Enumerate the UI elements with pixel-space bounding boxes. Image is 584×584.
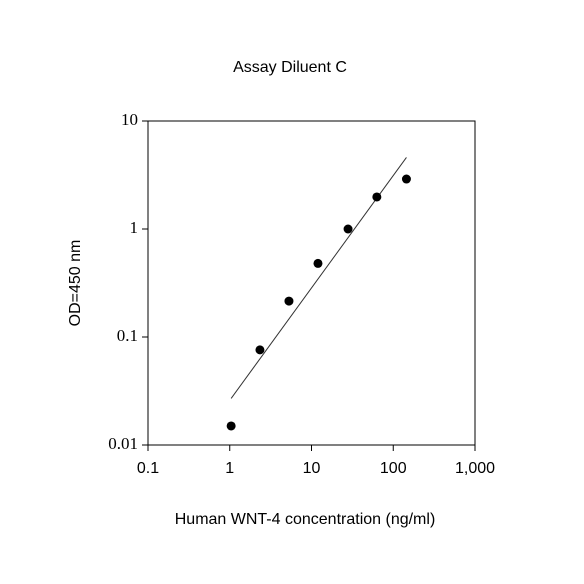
data-point — [226, 421, 236, 431]
y-tick-label: 1 — [130, 218, 139, 237]
x-tick-label: 0.1 — [137, 460, 159, 477]
y-tick-label: 0.01 — [108, 434, 138, 453]
x-tick-label: 1 — [225, 460, 234, 477]
y-tick-label: 10 — [121, 110, 138, 129]
x-tick-label: 100 — [380, 460, 407, 477]
x-tick-label: 1,000 — [455, 460, 495, 477]
y-tick-label: 0.1 — [117, 326, 138, 345]
fit-line — [230, 157, 407, 399]
chart-title: Assay Diluent C — [233, 59, 347, 76]
data-point — [313, 258, 323, 268]
data-point — [401, 174, 411, 184]
data-point — [255, 345, 265, 355]
data-point — [343, 224, 353, 234]
plot-frame — [147, 120, 476, 446]
x-axis-label: Human WNT-4 concentration (ng/ml) — [175, 511, 436, 528]
x-tick-label: 10 — [303, 460, 321, 477]
data-point — [372, 192, 382, 202]
y-axis-label: OD=450 nm — [67, 240, 84, 327]
data-point — [284, 296, 294, 306]
